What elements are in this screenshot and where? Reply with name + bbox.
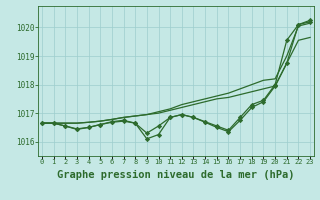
X-axis label: Graphe pression niveau de la mer (hPa): Graphe pression niveau de la mer (hPa) [57,170,295,180]
